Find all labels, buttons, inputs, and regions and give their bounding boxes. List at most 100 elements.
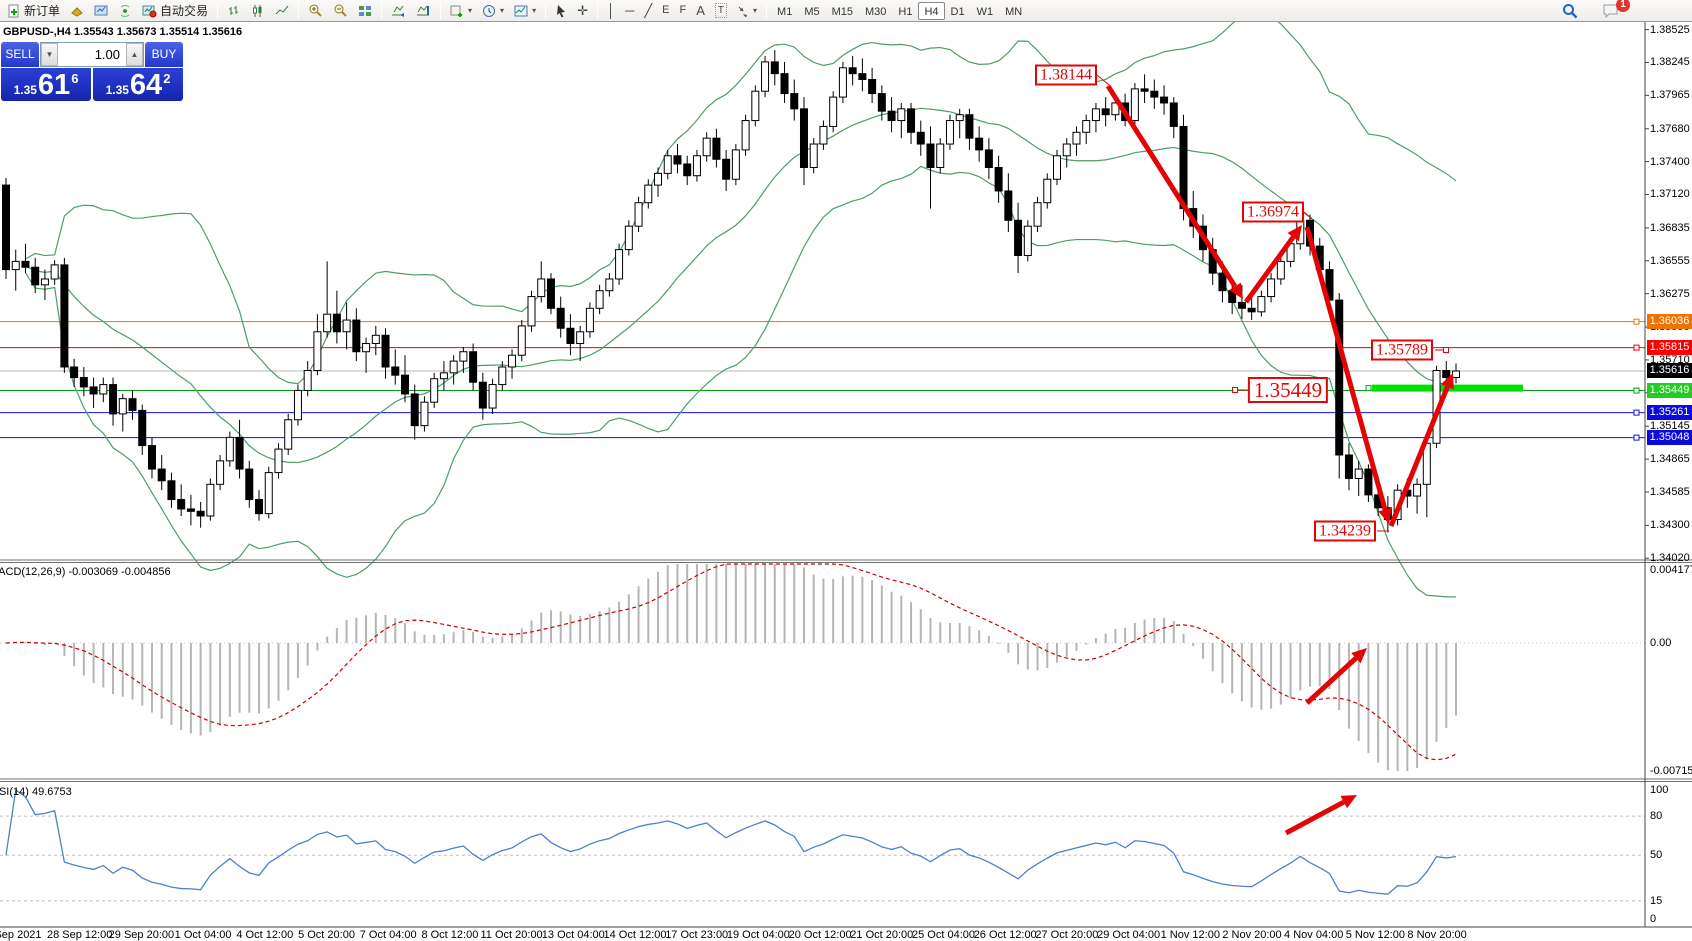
timeframe-h4[interactable]: H4 <box>918 1 945 20</box>
price-annotation[interactable]: 1.34239 <box>1314 520 1376 542</box>
horizontal-line-icon: ─ <box>625 3 635 18</box>
horizontal-line-tool-button[interactable]: ─ <box>620 1 639 21</box>
buy-button[interactable]: BUY <box>145 42 183 67</box>
tile-windows-button[interactable] <box>353 1 377 21</box>
timeframe-w1[interactable]: W1 <box>976 5 994 18</box>
trendline-tool-button[interactable]: ╱ <box>639 1 657 21</box>
auto-trading-label: 自动交易 <box>160 4 209 18</box>
notifications-button[interactable]: 1 <box>1597 0 1630 21</box>
chart-shift-icon <box>417 5 430 15</box>
price-annotation[interactable]: 1.35789 <box>1371 339 1433 361</box>
auto-trading-button[interactable]: 自动交易 <box>137 1 213 21</box>
candle-chart-icon <box>253 4 262 17</box>
auto-trading-icon <box>142 5 157 17</box>
crosshair-tool-button[interactable]: ✛ <box>572 1 593 21</box>
line-chart-mode-button[interactable] <box>270 1 294 21</box>
ask-pip-digit: 2 <box>163 71 171 86</box>
caret-down-icon: ▾ <box>468 6 473 15</box>
profiles-icon <box>71 6 83 17</box>
auto-scroll-icon <box>392 5 405 17</box>
line-chart-icon <box>275 5 289 14</box>
zoom-out-icon <box>334 4 347 17</box>
signals-icon <box>120 4 130 17</box>
macd-label: MACD(12,26,9) -0.003069 -0.004856 <box>0 566 171 578</box>
indicators-button[interactable]: ▾ <box>445 1 477 21</box>
caret-down-icon: ▾ <box>753 6 758 15</box>
timeframe-m15[interactable]: M15 <box>831 5 853 18</box>
caret-down-icon: ▾ <box>532 6 537 15</box>
new-order-button[interactable]: 新订单 <box>2 1 65 21</box>
signals-button[interactable] <box>113 1 137 21</box>
vertical-line-tool-button[interactable]: │ <box>602 1 620 21</box>
main-toolbar: 新订单 自动交易 <box>0 0 1692 22</box>
volume-decrease-icon[interactable]: ▼ <box>41 43 58 66</box>
ask-price-button[interactable]: 1.35 64 2 <box>93 68 183 101</box>
text-label-tool-button[interactable]: T <box>710 1 732 21</box>
text-icon: A <box>696 3 705 18</box>
chart-title: GBPUSD-,H4 1.35543 1.35673 1.35514 1.356… <box>3 26 243 38</box>
tile-windows-icon <box>359 5 372 16</box>
arrows-tool-icon <box>738 6 748 17</box>
market-watch-icon <box>94 5 108 15</box>
bar-chart-icon <box>229 5 239 15</box>
fibonacci-icon: F <box>679 4 687 16</box>
equidistant-channel-icon: E <box>662 4 670 16</box>
bid-big-digits: 61 <box>37 69 71 101</box>
toolbar-separator <box>596 2 598 19</box>
timeframe-h1[interactable]: H1 <box>898 5 913 18</box>
text-label-icon: T <box>714 3 728 18</box>
rsi-label: RSI(14) 49.6753 <box>0 786 72 798</box>
toolbar-separator <box>217 2 219 19</box>
price-annotation[interactable]: 1.36974 <box>1242 201 1304 223</box>
volume-stepper: ▼ ▲ <box>40 42 144 67</box>
search-button[interactable] <box>1557 1 1583 21</box>
market-watch-button[interactable] <box>89 1 113 21</box>
price-annotation[interactable]: 1.38144 <box>1035 64 1097 86</box>
auto-scroll-button[interactable] <box>386 1 411 21</box>
arrows-tool-button[interactable]: ▾ <box>732 1 762 21</box>
new-order-label: 新订单 <box>24 4 61 18</box>
caret-down-icon: ▾ <box>500 6 505 15</box>
add-indicator-icon <box>450 5 463 17</box>
toolbar-separator <box>545 2 547 19</box>
zoom-in-button[interactable] <box>303 1 328 21</box>
zoom-out-button[interactable] <box>328 1 353 21</box>
zoom-in-icon <box>309 4 322 17</box>
timeframe-m5[interactable]: M5 <box>804 5 820 18</box>
sell-button[interactable]: SELL <box>1 42 39 67</box>
volume-increase-icon[interactable]: ▲ <box>126 43 143 66</box>
timeframe-d1[interactable]: D1 <box>950 5 965 18</box>
cursor-icon <box>557 4 566 17</box>
bar-chart-mode-button[interactable] <box>222 1 246 21</box>
timeframe-m1[interactable]: M1 <box>777 5 793 18</box>
ask-big-digits: 64 <box>129 69 163 101</box>
new-order-icon <box>8 4 19 17</box>
bid-price-button[interactable]: 1.35 61 6 <box>1 68 91 101</box>
periods-button[interactable]: ▾ <box>477 1 509 21</box>
price-annotation[interactable]: 1.35449 <box>1247 377 1329 403</box>
vertical-line-icon: │ <box>606 3 616 18</box>
toolbar-separator <box>766 2 768 19</box>
crosshair-icon: ✛ <box>577 3 588 18</box>
volume-input[interactable] <box>58 43 126 66</box>
notification-count-badge: 1 <box>1616 0 1630 12</box>
profiles-button[interactable] <box>65 1 89 21</box>
channel-tool-button[interactable]: E <box>657 1 674 21</box>
timeframe-mn[interactable]: MN <box>1005 5 1023 18</box>
timeframe-m30[interactable]: M30 <box>865 5 887 18</box>
text-tool-button[interactable]: A <box>691 1 710 21</box>
candle-chart-mode-button[interactable] <box>246 1 270 21</box>
one-click-trade-panel: SELL ▼ ▲ BUY 1.35 61 6 1.35 64 2 <box>1 42 183 101</box>
bid-prefix: 1.35 <box>13 83 37 97</box>
cursor-tool-button[interactable] <box>550 1 572 21</box>
chart-shift-button[interactable] <box>411 1 436 21</box>
bid-pip-digit: 6 <box>71 71 79 86</box>
toolbar-separator <box>298 2 300 19</box>
search-icon <box>1563 3 1578 18</box>
templates-button[interactable]: ▾ <box>509 1 541 21</box>
clock-icon <box>483 4 496 17</box>
toolbar-separator <box>440 2 442 19</box>
fibonacci-tool-button[interactable]: F <box>675 1 692 21</box>
